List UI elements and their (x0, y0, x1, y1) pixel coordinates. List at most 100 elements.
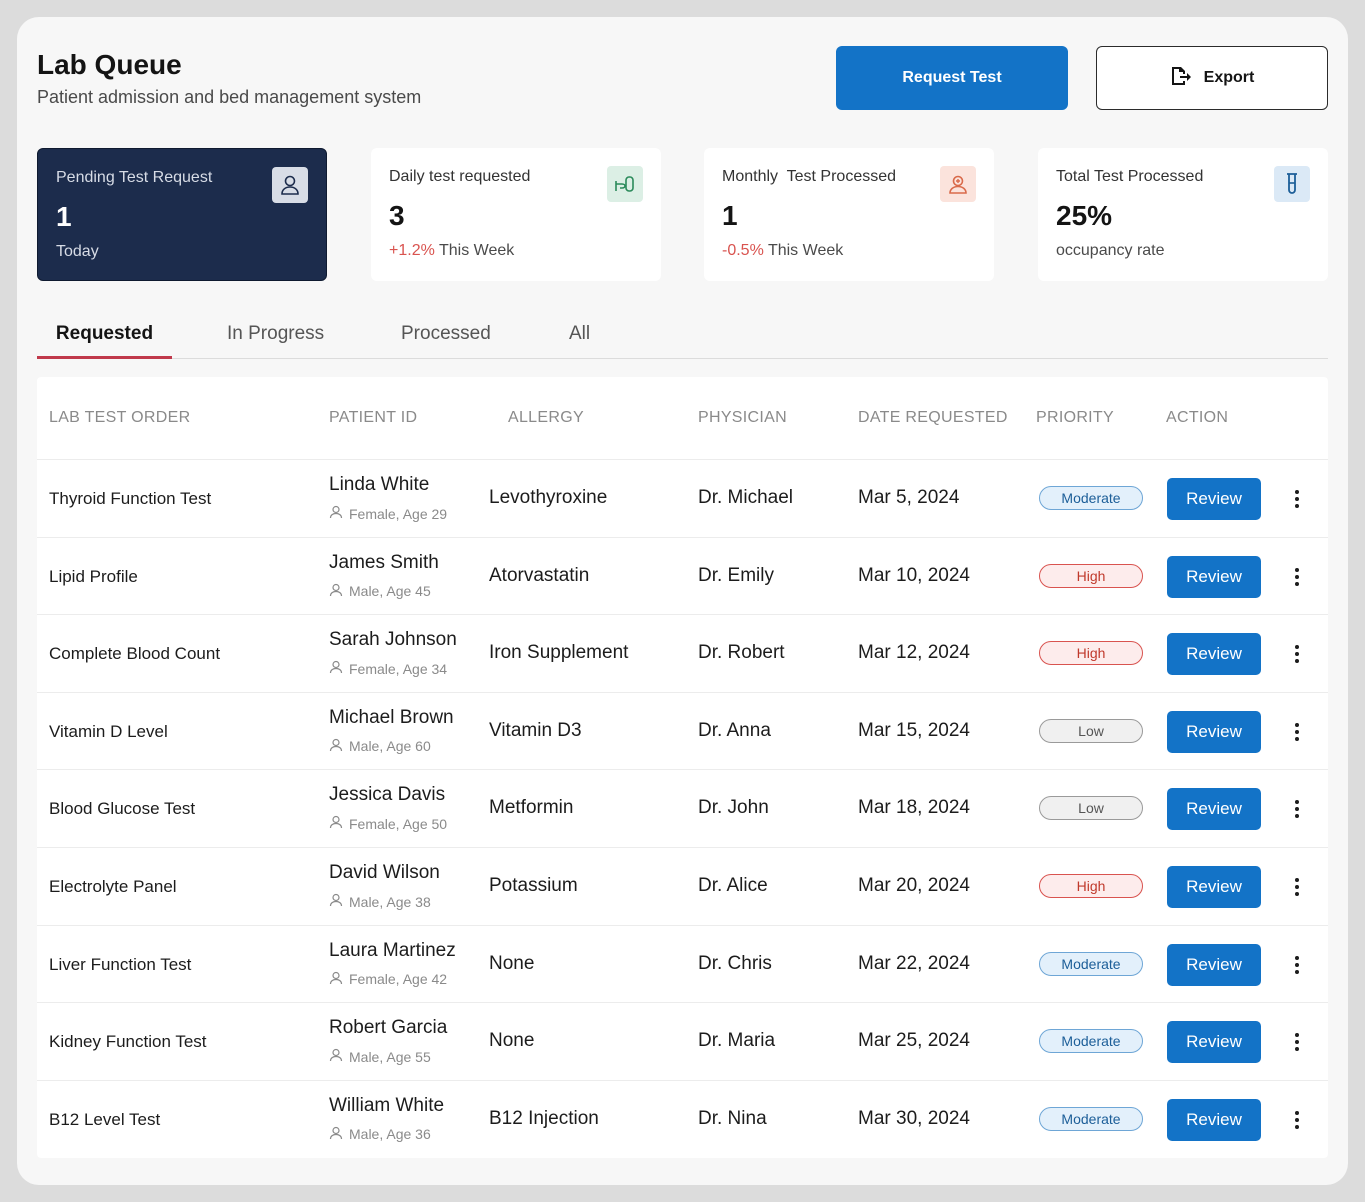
pending-test-card: Pending Test Request 1 Today (37, 148, 327, 281)
priority-badge: Moderate (1039, 486, 1143, 510)
patient-meta: Male, Age 60 (329, 738, 431, 755)
date-requested: Mar 30, 2024 (858, 1107, 970, 1129)
patient-name: Jessica Davis (329, 784, 446, 806)
patient-meta: Male, Age 36 (329, 1126, 431, 1143)
review-button[interactable]: Review (1167, 555, 1261, 598)
table-row: Electrolyte Panel David Wilson Male, Age 3… (37, 847, 1328, 925)
tab-requested[interactable]: Requested (37, 323, 172, 359)
tab-in-progress[interactable]: In Progress (227, 323, 325, 344)
column-header: ACTION (1166, 409, 1229, 426)
more-options-icon[interactable] (1287, 797, 1307, 821)
allergy: None (489, 952, 535, 974)
more-options-icon[interactable] (1287, 953, 1307, 977)
person-icon (329, 893, 343, 910)
patient-meta: Male, Age 45 (329, 583, 431, 600)
card-value: 3 (389, 200, 405, 231)
physician: Dr. Alice (698, 875, 768, 896)
review-button[interactable]: Review (1167, 943, 1261, 986)
lab-queue-panel: Lab Queue Patient admission and bed mana… (17, 17, 1348, 1185)
patient-meta-text: Male, Age 36 (349, 1126, 431, 1143)
table-row: Blood Glucose Test Jessica Davis Female, A… (37, 769, 1328, 847)
tab-all[interactable]: All (569, 323, 591, 344)
person-icon (329, 583, 343, 600)
patient-name: David Wilson (329, 862, 440, 883)
patient-name: Michael Brown (329, 706, 454, 728)
export-button[interactable]: Export (1096, 46, 1328, 110)
card-value: 1 (722, 200, 738, 231)
more-options-icon[interactable] (1287, 1030, 1307, 1054)
physician: Dr. Emily (698, 564, 774, 586)
lab-test-name: Electrolyte Panel (49, 877, 177, 896)
hand-test-icon (607, 166, 643, 202)
review-button[interactable]: Review (1167, 1098, 1261, 1141)
priority-badge: Moderate (1039, 951, 1143, 976)
patient-meta: Female, Age 42 (329, 971, 447, 988)
allergy: Vitamin D3 (489, 719, 582, 741)
person-icon (329, 738, 343, 755)
review-button[interactable]: Review (1167, 788, 1261, 831)
more-options-icon[interactable] (1287, 1108, 1307, 1132)
patient-name: Sarah Johnson (329, 629, 457, 651)
patient-meta: Male, Age 38 (329, 893, 431, 910)
card-change: +1.2% (389, 242, 435, 259)
patient-meta-text: Female, Age 34 (349, 660, 448, 677)
export-icon (1170, 66, 1192, 91)
more-options-icon[interactable] (1287, 875, 1307, 899)
more-options-icon[interactable] (1287, 720, 1307, 744)
lab-test-name: Vitamin D Level (49, 721, 168, 741)
page-title: Lab Queue (37, 49, 182, 80)
table-row: Complete Blood Count Sarah Johnson Female,… (37, 614, 1328, 692)
date-requested: Mar 20, 2024 (858, 875, 970, 896)
table-row: B12 Level Test William White Male, Age 36 B… (37, 1079, 1328, 1158)
table-row: Kidney Function Test Robert Garcia Male, A… (37, 1002, 1328, 1080)
date-requested: Mar 15, 2024 (858, 719, 970, 741)
card-label: Monthly Test Processed (722, 168, 897, 185)
review-button[interactable]: Review (1167, 633, 1261, 676)
table-row: Liver Function Test Laura Martinez Female,… (37, 924, 1328, 1003)
lab-test-name: Liver Function Test (49, 954, 192, 974)
allergy: Levothyroxine (489, 487, 608, 508)
tab-bar: Requested In Progress Processed All (37, 317, 1328, 359)
patient-name: William White (329, 1094, 445, 1116)
physician: Dr. Chris (698, 952, 772, 974)
patient-name: Laura Martinez (329, 939, 456, 961)
person-icon (329, 1126, 343, 1143)
patient-name: Linda White (329, 474, 430, 495)
patient-meta-text: Male, Age 55 (349, 1048, 431, 1065)
review-button[interactable]: Review (1167, 710, 1261, 753)
review-button[interactable]: Review (1167, 478, 1261, 520)
column-header: PATIENT ID (329, 409, 418, 426)
more-options-icon[interactable] (1287, 565, 1307, 589)
physician: Dr. John (698, 797, 769, 819)
person-icon (329, 971, 343, 988)
patient-name: Robert Garcia (329, 1017, 448, 1039)
date-requested: Mar 5, 2024 (858, 487, 960, 508)
request-test-button[interactable]: Request Test (836, 46, 1068, 110)
total-test-card: Total Test Processed 25% occupancy rate (1038, 148, 1328, 281)
card-sub: Today (56, 243, 99, 260)
patient-meta-text: Male, Age 38 (349, 893, 431, 910)
more-options-icon[interactable] (1287, 487, 1307, 511)
physician: Dr. Maria (698, 1030, 776, 1052)
tab-processed[interactable]: Processed (401, 323, 491, 344)
user-icon (272, 167, 308, 203)
date-requested: Mar 10, 2024 (858, 564, 970, 586)
column-header: PHYSICIAN (698, 409, 787, 426)
card-label: Daily test requested (389, 168, 531, 185)
priority-badge: Moderate (1039, 1029, 1143, 1054)
date-requested: Mar 12, 2024 (858, 642, 970, 664)
column-header: DATE REQUESTED (858, 409, 1008, 426)
card-sub: -0.5% This Week (722, 242, 843, 260)
table-row: Thyroid Function Test Linda White Female, … (37, 459, 1328, 537)
card-value: 25% (1056, 200, 1113, 231)
review-button[interactable]: Review (1167, 866, 1261, 908)
patient-meta-text: Male, Age 60 (349, 738, 431, 755)
physician: Dr. Michael (698, 487, 794, 508)
review-button[interactable]: Review (1167, 1021, 1261, 1064)
card-value: 1 (56, 201, 72, 232)
more-options-icon[interactable] (1287, 642, 1307, 666)
export-label: Export (1203, 69, 1255, 86)
person-icon (329, 505, 343, 522)
lab-test-name: Lipid Profile (49, 566, 138, 586)
patient-meta: Female, Age 50 (329, 815, 447, 832)
